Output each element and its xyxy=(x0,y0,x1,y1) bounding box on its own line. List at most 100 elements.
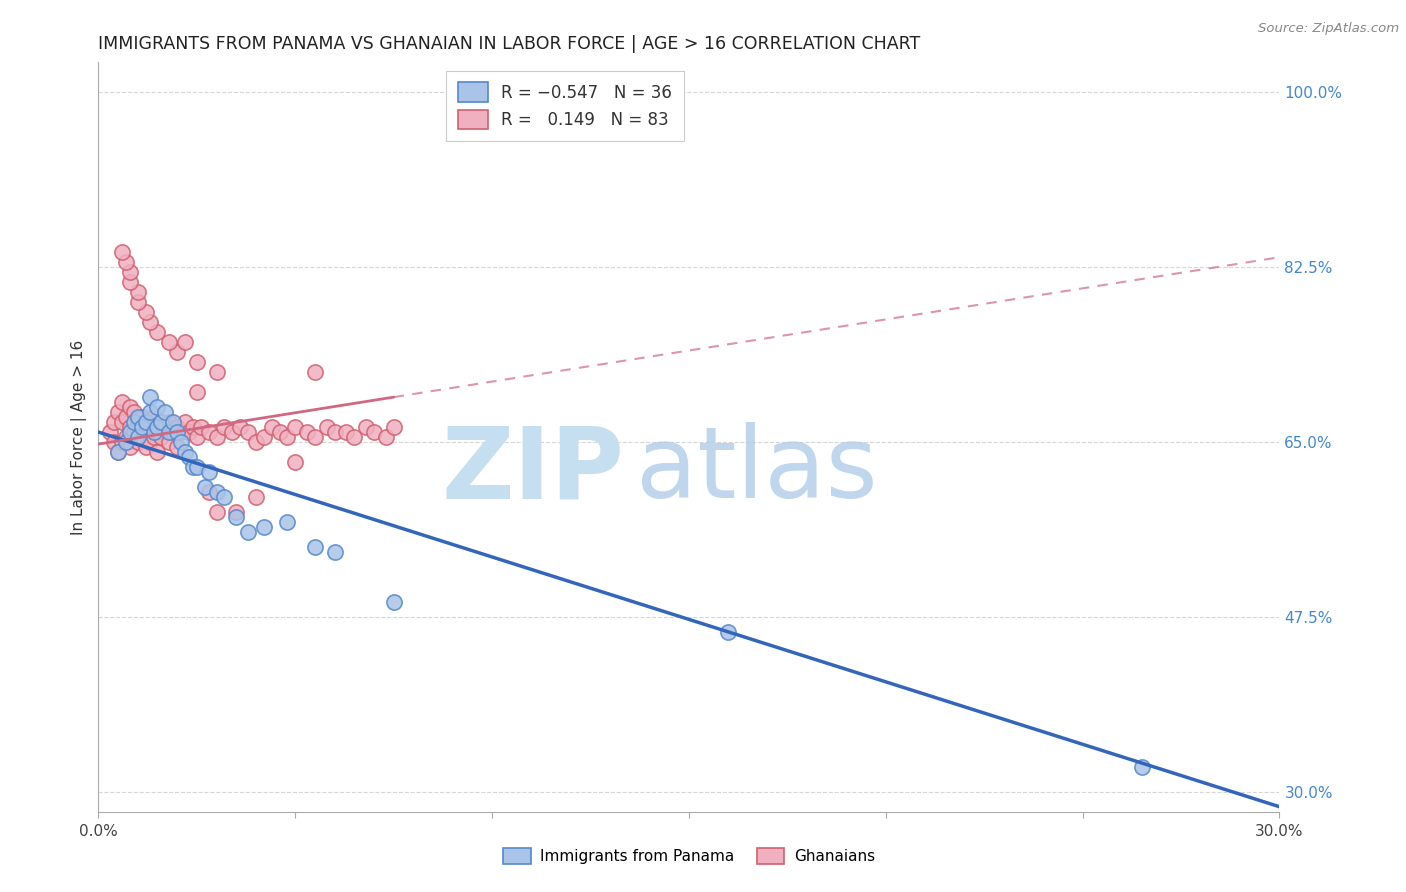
Point xyxy=(118,425,141,439)
Point xyxy=(354,420,377,434)
Point xyxy=(225,505,247,519)
Point xyxy=(181,420,204,434)
Point xyxy=(157,425,180,439)
Point xyxy=(103,415,125,429)
Point xyxy=(146,445,169,459)
Point xyxy=(166,440,188,454)
Point xyxy=(221,425,243,439)
Y-axis label: In Labor Force | Age > 16: In Labor Force | Age > 16 xyxy=(72,340,87,534)
Point xyxy=(197,465,219,479)
Point xyxy=(295,425,318,439)
Point xyxy=(363,425,385,439)
Point xyxy=(131,420,153,434)
Point xyxy=(236,524,259,539)
Point xyxy=(157,435,180,450)
Point xyxy=(174,445,197,459)
Point xyxy=(174,335,197,350)
Point xyxy=(186,385,208,400)
Point xyxy=(269,425,291,439)
Legend: Immigrants from Panama, Ghanaians: Immigrants from Panama, Ghanaians xyxy=(495,840,883,871)
Point xyxy=(138,390,160,404)
Text: ZIP: ZIP xyxy=(441,422,624,519)
Point xyxy=(162,425,184,439)
Point xyxy=(343,430,366,444)
Point xyxy=(111,245,134,260)
Point xyxy=(177,425,200,439)
Point xyxy=(138,415,160,429)
Point xyxy=(190,420,212,434)
Point xyxy=(236,425,259,439)
Point xyxy=(122,405,145,419)
Point xyxy=(170,425,193,439)
Point xyxy=(205,485,228,500)
Point xyxy=(260,420,283,434)
Point xyxy=(276,515,298,529)
Point xyxy=(150,430,173,444)
Point xyxy=(115,410,138,425)
Point xyxy=(127,410,149,425)
Point xyxy=(323,425,346,439)
Point xyxy=(162,415,184,429)
Point xyxy=(205,505,228,519)
Point xyxy=(245,435,267,450)
Point xyxy=(111,395,134,409)
Point xyxy=(131,410,153,425)
Point xyxy=(186,460,208,475)
Point xyxy=(229,420,252,434)
Point xyxy=(166,425,188,439)
Point xyxy=(118,400,141,414)
Point xyxy=(115,255,138,269)
Point xyxy=(142,410,165,425)
Point xyxy=(284,420,307,434)
Point xyxy=(127,295,149,310)
Point xyxy=(127,285,149,300)
Point xyxy=(142,425,165,439)
Point xyxy=(127,435,149,450)
Point xyxy=(205,365,228,379)
Point xyxy=(1130,760,1153,774)
Point xyxy=(374,430,396,444)
Point xyxy=(284,455,307,469)
Point xyxy=(186,430,208,444)
Point xyxy=(135,440,157,454)
Point xyxy=(135,415,157,429)
Point xyxy=(717,624,740,639)
Point xyxy=(166,420,188,434)
Point xyxy=(166,345,188,359)
Point xyxy=(146,400,169,414)
Point xyxy=(253,520,276,534)
Text: atlas: atlas xyxy=(636,422,877,519)
Point xyxy=(245,490,267,504)
Point xyxy=(157,335,180,350)
Point xyxy=(304,365,326,379)
Point xyxy=(186,355,208,369)
Point xyxy=(225,510,247,524)
Point xyxy=(155,405,177,419)
Point xyxy=(315,420,337,434)
Point xyxy=(253,430,276,444)
Point xyxy=(107,445,129,459)
Point xyxy=(107,405,129,419)
Point xyxy=(181,460,204,475)
Point xyxy=(157,415,180,429)
Point xyxy=(304,430,326,444)
Point xyxy=(146,325,169,339)
Point xyxy=(122,415,145,429)
Point xyxy=(107,445,129,459)
Point xyxy=(174,415,197,429)
Point xyxy=(98,425,121,439)
Point xyxy=(146,425,169,439)
Point xyxy=(111,415,134,429)
Point xyxy=(142,430,165,444)
Point xyxy=(111,435,134,450)
Point xyxy=(382,420,405,434)
Text: Source: ZipAtlas.com: Source: ZipAtlas.com xyxy=(1258,22,1399,36)
Point xyxy=(146,420,169,434)
Point xyxy=(170,435,193,450)
Point xyxy=(138,435,160,450)
Point xyxy=(118,265,141,279)
Point xyxy=(214,490,236,504)
Point xyxy=(382,595,405,609)
Point xyxy=(197,425,219,439)
Point xyxy=(194,480,217,494)
